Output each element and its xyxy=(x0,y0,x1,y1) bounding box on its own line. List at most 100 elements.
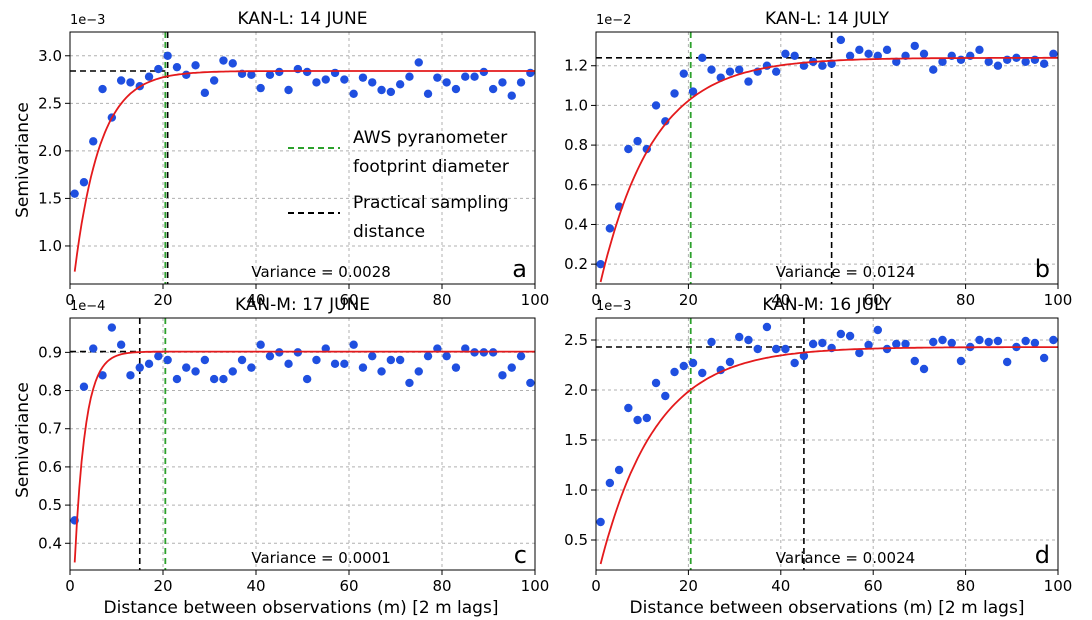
data-point xyxy=(368,78,377,87)
y-tick-label: 0.8 xyxy=(38,382,62,400)
data-point xyxy=(771,67,781,76)
data-point xyxy=(256,83,265,93)
data-point xyxy=(451,363,461,372)
data-point xyxy=(79,178,89,187)
data-point xyxy=(330,359,340,369)
legend-aws-label-line2: footprint diameter xyxy=(353,157,509,177)
data-point xyxy=(479,67,489,77)
data-point xyxy=(200,88,210,98)
y-axis-label-top: Semivariance xyxy=(13,102,33,218)
data-point xyxy=(790,51,799,61)
data-point xyxy=(414,367,423,376)
panel-d: 0 20 40 60 80 100 0.5 1.0 1.5 2.0 2.5 KAN-M: 16 JUL… xyxy=(564,295,1072,595)
data-point xyxy=(901,339,910,349)
panel-letter: d xyxy=(1035,541,1050,569)
data-point xyxy=(191,367,200,376)
data-point xyxy=(312,355,321,365)
data-point xyxy=(395,80,405,89)
data-point xyxy=(790,358,799,368)
data-point xyxy=(919,49,929,59)
data-point xyxy=(358,363,368,372)
data-point xyxy=(781,49,790,59)
x-tick-label: 100 xyxy=(1044,577,1073,595)
data-point xyxy=(98,371,107,380)
data-point xyxy=(172,62,182,72)
data-point xyxy=(892,57,901,66)
data-point xyxy=(302,67,312,77)
data-point xyxy=(735,65,744,74)
data-point xyxy=(126,78,135,87)
data-point xyxy=(461,72,470,81)
data-point xyxy=(1002,55,1012,64)
y-tick-label: 0.8 xyxy=(564,136,588,154)
data-point xyxy=(182,363,191,372)
panel-title: KAN-M: 16 JULY xyxy=(762,295,892,315)
data-point xyxy=(1039,59,1049,68)
x-tick-label: 0 xyxy=(591,291,601,309)
y-tick-label: 0.6 xyxy=(564,176,588,194)
axes-frame xyxy=(69,317,536,571)
data-point xyxy=(614,465,624,475)
data-point xyxy=(228,59,237,68)
data-point xyxy=(605,478,615,488)
data-point xyxy=(386,355,396,365)
model-curve xyxy=(73,70,535,272)
data-point xyxy=(377,367,386,376)
panel-title: KAN-L: 14 JUNE xyxy=(238,9,368,29)
data-point xyxy=(116,340,126,349)
data-point xyxy=(284,85,293,95)
data-point xyxy=(265,70,275,79)
data-point xyxy=(1049,49,1058,59)
data-point xyxy=(864,49,873,59)
data-point xyxy=(70,189,79,198)
data-point xyxy=(293,64,303,74)
data-point xyxy=(882,45,892,55)
x-tick-label: 60 xyxy=(339,291,358,309)
data-point xyxy=(79,382,89,391)
data-point xyxy=(993,61,1003,70)
data-point xyxy=(651,378,661,388)
data-point xyxy=(855,348,864,358)
data-point xyxy=(873,51,883,61)
data-point xyxy=(368,351,377,361)
data-point xyxy=(651,101,661,110)
data-point xyxy=(707,65,716,74)
data-point xyxy=(209,374,219,384)
data-point xyxy=(670,89,679,98)
data-point xyxy=(679,361,688,371)
y-tick-label: 0.9 xyxy=(38,343,62,361)
y-tick-label: 0.5 xyxy=(564,531,588,549)
plot-area xyxy=(596,32,1058,284)
data-point xyxy=(126,371,135,380)
data-point xyxy=(1002,357,1012,367)
data-point xyxy=(107,323,117,332)
data-point xyxy=(1030,55,1040,64)
data-point xyxy=(698,368,707,378)
y-tick-label: 2.5 xyxy=(38,94,62,112)
data-point xyxy=(405,72,414,81)
x-tick-label: 60 xyxy=(864,291,883,309)
data-point xyxy=(892,339,901,349)
data-point xyxy=(642,413,652,423)
x-tick-label: 100 xyxy=(1044,291,1073,309)
x-tick-label: 40 xyxy=(771,291,790,309)
x-tick-label: 20 xyxy=(153,291,172,309)
x-tick-label: 0 xyxy=(65,577,75,595)
data-point xyxy=(219,56,228,65)
data-point xyxy=(182,70,191,79)
data-point xyxy=(596,517,605,527)
data-point xyxy=(771,344,781,354)
data-point xyxy=(725,67,735,76)
y-scale-offset: 1e−4 xyxy=(70,299,105,314)
data-point xyxy=(818,61,827,70)
data-point xyxy=(442,351,451,361)
y-tick-label: 0.7 xyxy=(38,420,62,438)
data-point xyxy=(163,355,172,365)
data-point xyxy=(451,84,461,94)
data-point xyxy=(265,351,275,361)
model-curve xyxy=(599,346,1058,565)
data-point xyxy=(247,363,256,372)
data-point xyxy=(516,351,526,361)
y-tick-label: 1.0 xyxy=(38,237,62,255)
